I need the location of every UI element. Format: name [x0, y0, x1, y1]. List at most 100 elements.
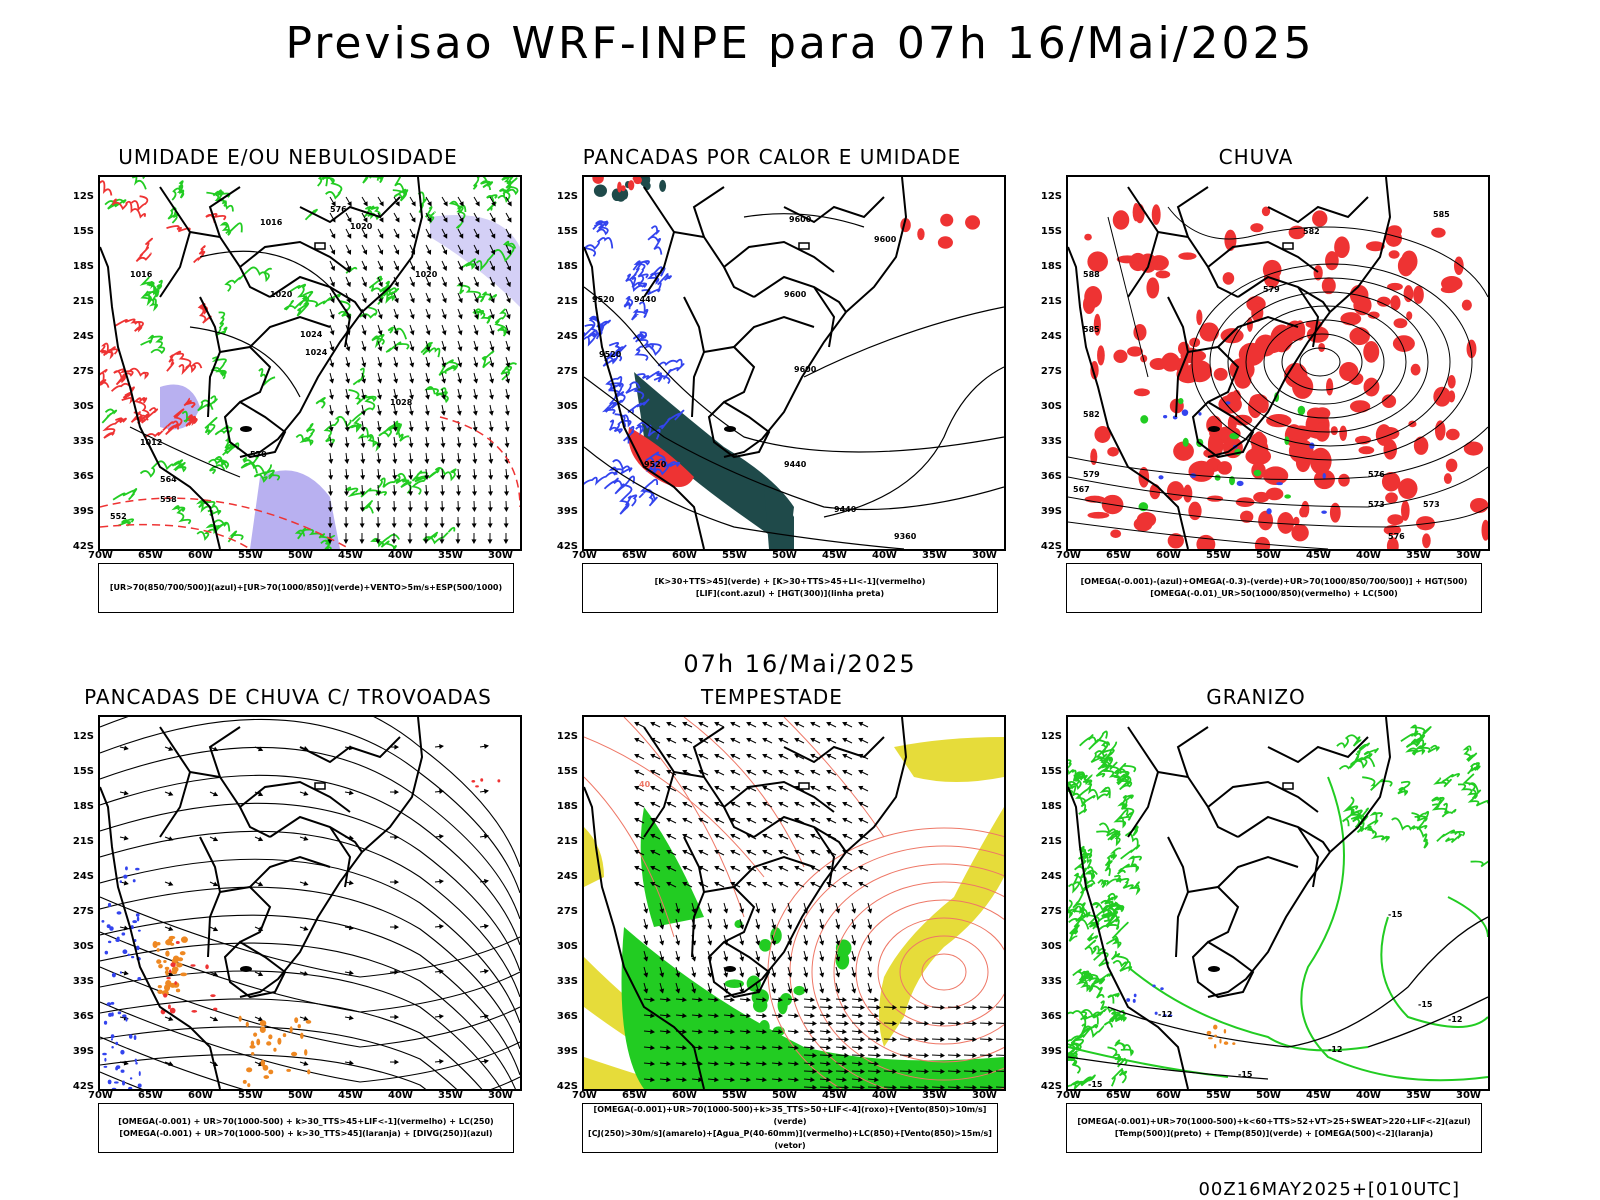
streamline-250 — [100, 1026, 457, 1089]
wind-vector — [375, 484, 381, 497]
border-line — [673, 231, 755, 298]
contour-label: 576 — [1368, 470, 1385, 479]
rain-area-red — [1173, 441, 1194, 461]
wind-vector — [714, 817, 725, 824]
wind-vector — [899, 1052, 914, 1058]
wind-vector — [489, 196, 496, 207]
streamline-arrow — [299, 791, 309, 796]
streamline-arrow — [434, 969, 444, 975]
wind-vector — [707, 966, 713, 978]
lon-tick-label: 65W — [1106, 550, 1131, 561]
thickness-contour-red — [100, 342, 118, 360]
wind-vector — [714, 881, 725, 888]
rain-area-red — [1222, 272, 1235, 285]
humidity-contour-green — [171, 505, 192, 525]
wind-vector — [489, 356, 495, 368]
lon-tick-label: 45W — [822, 1090, 847, 1101]
wind-vector — [739, 902, 745, 914]
wind-vector — [360, 452, 366, 464]
li-area-red — [213, 1007, 218, 1011]
temp850-contour-green — [1079, 730, 1108, 751]
wind-vector — [707, 997, 719, 1003]
thickness-contour-red — [100, 368, 110, 388]
wind-vector — [947, 1020, 962, 1026]
wind-vector — [650, 849, 661, 856]
wind-vector — [675, 1045, 687, 1051]
humidity-contour-green — [139, 460, 174, 478]
streamline-250 — [100, 717, 520, 868]
wind-vector — [359, 484, 365, 497]
hgt500-contour — [1068, 496, 1488, 528]
wind-vector — [345, 372, 351, 384]
wind-vector — [746, 801, 757, 808]
temp850-contour-green — [1336, 734, 1362, 749]
divg-area-blue — [121, 932, 126, 936]
wind-vector — [842, 881, 853, 888]
rain-area-red — [1149, 358, 1167, 370]
li-area-red — [940, 213, 954, 227]
divg-area-blue — [137, 977, 142, 981]
wind-vector — [457, 324, 463, 336]
omega-area-green — [1284, 494, 1291, 499]
wind-vector — [851, 1068, 866, 1074]
humidity-contour-green — [205, 519, 231, 535]
wind-vector — [457, 212, 464, 223]
wind-vector — [391, 500, 397, 513]
humidity-contour-green — [347, 417, 362, 433]
wind-vector — [650, 881, 661, 888]
humidity-contour-green — [387, 326, 408, 340]
wind-vector — [787, 950, 793, 962]
panel-title: GRANIZO — [1206, 685, 1306, 709]
wind-vector — [826, 769, 837, 776]
panel-title: PANCADAS POR CALOR E UMIDADE — [582, 145, 962, 169]
contour-label: 582 — [1083, 410, 1100, 419]
wind-vector — [947, 1068, 962, 1074]
rain-area-red — [1406, 311, 1413, 320]
divg-area-blue — [132, 920, 138, 924]
border-line — [219, 345, 272, 403]
wind-vector — [819, 1020, 834, 1026]
wind-vector — [409, 308, 415, 320]
wind-vector — [867, 918, 873, 930]
temp500-contour — [1367, 996, 1488, 1048]
li-area-red — [168, 969, 172, 974]
rain-area-red — [1258, 510, 1274, 531]
rain-area-red — [1112, 210, 1130, 230]
streamline-arrow — [299, 1016, 309, 1021]
wind-vector — [867, 1045, 879, 1051]
wind-vector — [505, 260, 511, 272]
hgt500-contour — [1191, 263, 1473, 461]
wind-vector — [409, 276, 415, 288]
wind-vector — [361, 276, 367, 288]
divg-area-blue — [135, 867, 140, 871]
hail-area-blue — [1126, 998, 1131, 1002]
map-frame: -12 -15 -12 -15 -15 -12 -15 — [1066, 715, 1490, 1091]
rain-area-red — [1413, 285, 1424, 304]
panel-tempestade: TEMPESTADE 40 12S 15S 18S 21S 24S 27S 30S 33S 36S 3… — [532, 685, 1012, 1165]
wind-vector — [803, 934, 809, 946]
border-line — [723, 240, 835, 273]
lat-tick-label: 12S — [556, 731, 578, 742]
rain-area-red — [1339, 425, 1348, 441]
humidity-contour-green — [112, 488, 138, 501]
streamline-arrow — [344, 790, 354, 796]
wind-vector — [359, 516, 365, 529]
tts-area-orange — [294, 1017, 299, 1024]
wind-vector — [634, 881, 645, 888]
lat-tick-label: 12S — [556, 191, 578, 202]
wind-vector — [659, 1013, 671, 1019]
lon-tick-label: 35W — [438, 1090, 463, 1101]
rain-area-red — [1213, 367, 1228, 381]
wind-vector — [407, 516, 413, 529]
wind-vector — [408, 420, 414, 432]
border-line — [1167, 836, 1190, 958]
wind-vector — [392, 420, 398, 432]
rain-area-red — [1250, 223, 1264, 233]
temp850-contour-green — [1107, 830, 1121, 847]
wind-vector — [361, 212, 368, 223]
wind-vector — [391, 532, 397, 545]
omega-area-blue — [1276, 482, 1283, 486]
wind-vector — [376, 420, 382, 432]
lat-tick-label: 27S — [1040, 906, 1062, 917]
wind-vector — [456, 452, 462, 464]
